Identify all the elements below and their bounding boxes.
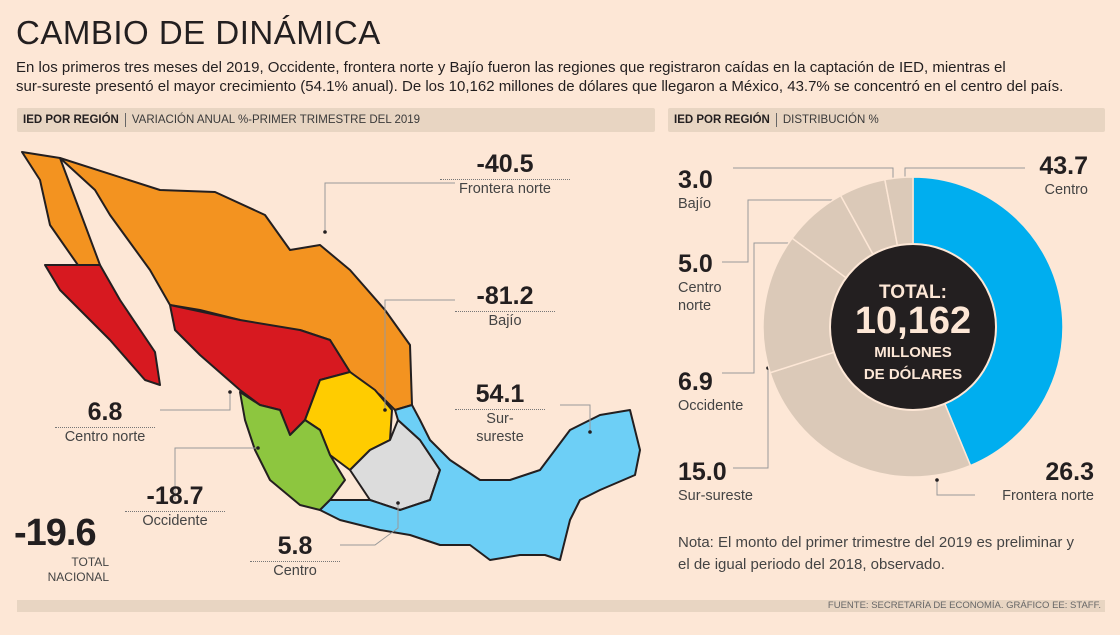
note: Nota: El monto del primer trimestre del … <box>678 532 1074 576</box>
leader-frontera-norte-donut <box>936 480 975 496</box>
leader-centro <box>340 503 399 546</box>
subtitle-line: En los primeros tres meses del 2019, Occ… <box>16 59 1006 76</box>
section-bold: IED POR REGIÓN <box>23 114 119 126</box>
value: 3.0 <box>678 166 713 194</box>
donut-center-total-value: 10,162 <box>854 300 972 342</box>
leader-frontera-norte <box>324 182 455 232</box>
name: Centro <box>273 563 317 579</box>
donut-label-frontera-norte: 26.3 Frontera norte <box>960 458 1094 505</box>
label-centro: 5.8 Centro <box>250 532 340 580</box>
donut-chart <box>762 176 1064 478</box>
leader-dot <box>383 408 387 412</box>
leader-bajio <box>384 299 455 410</box>
label-occidente: -18.7 Occidente <box>125 482 225 530</box>
donut-label-centro-norte: 5.0 Centro norte <box>678 250 722 315</box>
value: 54.1 <box>455 380 545 410</box>
leader-occidente-donut <box>722 242 797 374</box>
donut-center-total-label: TOTAL: <box>879 282 947 303</box>
region-sur-sureste <box>319 404 641 561</box>
name: Centro <box>678 280 722 296</box>
mexico-map <box>21 151 641 561</box>
value: -18.7 <box>125 482 225 512</box>
name: Occidente <box>142 513 208 529</box>
leader-centro-norte <box>160 392 231 411</box>
leader-lines <box>160 167 1025 546</box>
source-footer: FUENTE: SECRETARÍA DE ECONOMÍA. GRÁFICO … <box>17 600 1105 612</box>
total-label: NACIONAL <box>47 570 109 584</box>
note-line: el de igual periodo del 2018, observado. <box>678 556 945 573</box>
label-frontera-norte: -40.5 Frontera norte <box>440 150 570 198</box>
donut-center-unit: DE DÓLARES <box>863 366 963 383</box>
name: sureste <box>476 429 524 445</box>
donut-center-unit: MILLONES <box>874 344 952 361</box>
region-centro-norte <box>44 264 161 386</box>
leader-sur-sureste <box>560 404 591 432</box>
name: Frontera norte <box>459 181 551 197</box>
region-occidente <box>239 391 346 511</box>
value: 15.0 <box>678 458 727 486</box>
section-label: VARIACIÓN ANUAL %-PRIMER TRIMESTRE DEL 2… <box>131 114 421 126</box>
leader-occidente <box>174 447 258 500</box>
leader-centro-norte-donut <box>722 199 850 263</box>
value: 6.8 <box>55 398 155 428</box>
total-nacional: -19.6 TOTAL NACIONAL <box>14 512 109 585</box>
section-label: DISTRIBUCIÓN % <box>782 114 879 126</box>
name: Sur-sureste <box>678 488 753 504</box>
leader-dot <box>396 501 400 505</box>
donut-center <box>829 243 997 411</box>
note-line: Nota: El monto del primer trimestre del … <box>678 534 1074 551</box>
value: 5.0 <box>678 250 713 278</box>
name: Centro <box>1044 182 1088 198</box>
value: 5.8 <box>250 532 340 562</box>
value: -40.5 <box>440 150 570 180</box>
leader-dot <box>935 478 939 482</box>
leader-sur-sureste-donut <box>733 368 769 469</box>
value: -81.2 <box>455 282 555 312</box>
donut-label-sur-sureste: 15.0 Sur-sureste <box>678 458 753 505</box>
value: 43.7 <box>1039 152 1088 180</box>
donut-label-occidente: 6.9 Occidente <box>678 368 743 415</box>
label-centro-norte: 6.8 Centro norte <box>55 398 155 446</box>
leader-dot <box>228 390 232 394</box>
total-label: TOTAL <box>71 555 109 569</box>
source-text: FUENTE: SECRETARÍA DE ECONOMÍA. GRÁFICO … <box>827 600 1101 611</box>
name: Occidente <box>678 398 744 414</box>
name: Frontera norte <box>1002 488 1094 504</box>
subtitle: En los primeros tres meses del 2019, Occ… <box>16 58 1116 96</box>
donut-label-bajio: 3.0 Bajío <box>678 166 713 213</box>
name: Centro norte <box>64 429 146 445</box>
label-bajio: -81.2 Bajío <box>455 282 555 330</box>
leader-dot <box>323 230 327 234</box>
section-bold: IED POR REGIÓN <box>674 114 770 126</box>
subtitle-line: sur-sureste presentó el mayor crecimient… <box>16 78 1064 95</box>
leader-dot <box>256 446 260 450</box>
value: 26.3 <box>1045 458 1094 486</box>
page-title: CAMBIO DE DINÁMICA <box>16 14 381 51</box>
total-value: -19.6 <box>14 512 97 554</box>
map-section-header: IED POR REGIÓN VARIACIÓN ANUAL %-PRIMER T… <box>17 108 655 132</box>
name: Bajío <box>678 196 712 212</box>
donut-section-header: IED POR REGIÓN DISTRIBUCIÓN % <box>668 108 1105 132</box>
donut-label-centro: 43.7 Centro <box>990 152 1088 199</box>
name: Sur- <box>486 411 514 427</box>
label-sur-sureste: 54.1 Sur- sureste <box>455 380 545 446</box>
name: Bajío <box>488 313 522 329</box>
name: norte <box>678 298 712 314</box>
leader-dot <box>588 430 592 434</box>
value: 6.9 <box>678 368 713 396</box>
